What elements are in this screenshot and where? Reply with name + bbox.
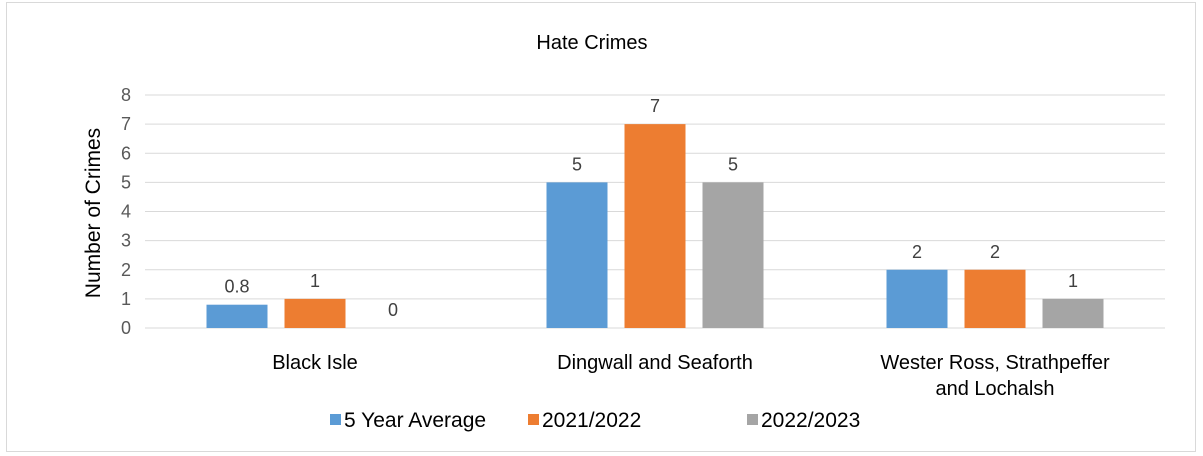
category-label-line: Wester Ross, Strathpeffer xyxy=(880,352,1110,374)
legend-label: 2022/2023 xyxy=(761,409,860,432)
legend: 5 Year Average 2021/2022 2022/2023 xyxy=(330,409,860,432)
legend-swatch xyxy=(747,414,758,425)
category-label: Black Isle xyxy=(272,352,358,374)
bar xyxy=(886,269,948,328)
y-tick-label: 7 xyxy=(121,114,131,134)
y-tick-label: 6 xyxy=(121,143,131,163)
bar xyxy=(964,269,1026,328)
legend-swatch xyxy=(330,414,341,425)
category-label: Wester Ross, Strathpeffer and Lochalsh xyxy=(880,352,1110,400)
y-tick-label: 3 xyxy=(121,231,131,251)
bar xyxy=(702,182,764,328)
legend-label: 5 Year Average xyxy=(344,409,486,432)
y-tick-label: 2 xyxy=(121,260,131,280)
data-label: 1 xyxy=(1068,271,1078,291)
data-label: 5 xyxy=(728,154,738,174)
chart-title: Hate Crimes xyxy=(536,32,647,54)
y-tick-label: 1 xyxy=(121,289,131,309)
category-label-line: Black Isle xyxy=(272,352,358,374)
legend-swatch xyxy=(528,414,539,425)
y-tick-label: 0 xyxy=(121,318,131,338)
category-label: Dingwall and Seaforth xyxy=(557,352,753,374)
data-label: 2 xyxy=(912,242,922,262)
data-label: 5 xyxy=(572,154,582,174)
bar xyxy=(206,304,268,328)
bar xyxy=(546,182,608,328)
y-tick-label: 8 xyxy=(121,85,131,105)
data-label: 2 xyxy=(990,242,1000,262)
data-label: 0 xyxy=(388,300,398,320)
data-labels: 0.8 1 0 5 7 5 2 2 1 xyxy=(224,96,1078,320)
bar xyxy=(284,298,346,328)
category-label-line: Dingwall and Seaforth xyxy=(557,352,753,374)
category-label-line: and Lochalsh xyxy=(936,378,1055,400)
legend-label: 2021/2022 xyxy=(542,409,641,432)
y-axis-ticks: 0 1 2 3 4 5 6 7 8 xyxy=(121,85,131,338)
data-label: 1 xyxy=(310,271,320,291)
data-label: 0.8 xyxy=(224,277,249,297)
y-tick-label: 5 xyxy=(121,172,131,192)
category-labels: Black Isle Dingwall and Seaforth Wester Ro… xyxy=(272,352,1110,400)
bars xyxy=(206,124,1104,328)
bar xyxy=(624,124,686,328)
data-label: 7 xyxy=(650,96,660,116)
y-tick-label: 4 xyxy=(121,202,131,222)
bar xyxy=(1042,298,1104,328)
y-axis-title: Number of Crimes xyxy=(82,128,105,298)
